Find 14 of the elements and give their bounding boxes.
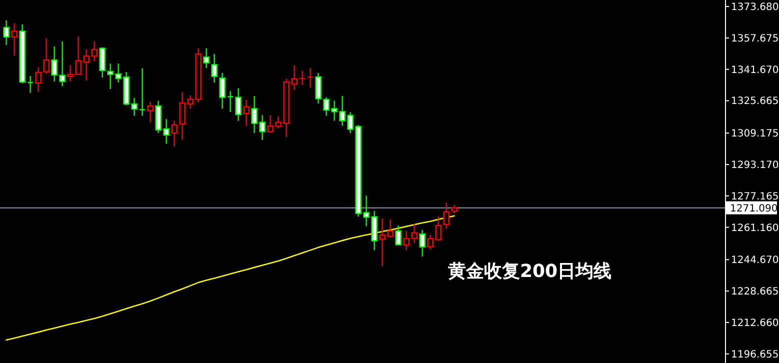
y-tick-label: 1196.655 [731,349,779,360]
y-tick-label: 1228.665 [731,286,779,298]
ref-line-label: 1271.090 [730,203,778,214]
y-tick-label: 1293.170 [731,160,779,171]
y-tick-label: 1244.670 [731,255,779,266]
y-tick-label: 1341.670 [731,64,779,76]
y-tick-label: 1309.175 [731,128,779,140]
y-tick-label: 1325.665 [731,96,779,108]
y-tick-label: 1277.165 [731,191,779,202]
y-tick-label: 1212.660 [731,318,779,329]
y-tick-label: 1261.160 [731,222,779,234]
y-tick-label: 1373.680 [731,2,779,14]
y-tick-label: 1357.675 [731,33,779,44]
annotation: 黄金收复200日均线 [447,261,612,282]
